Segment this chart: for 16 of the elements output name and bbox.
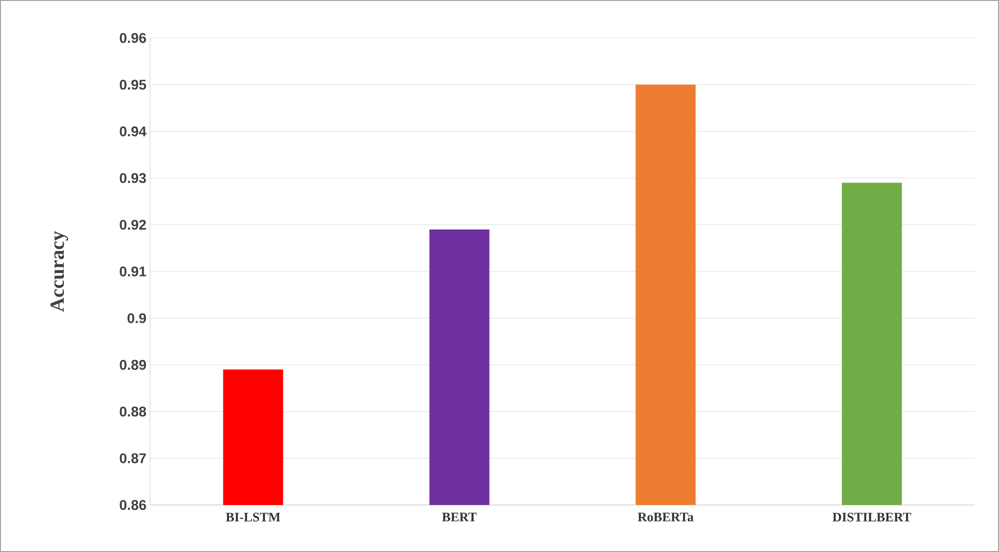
y-tick-label: 0.93 (120, 173, 146, 184)
y-tick-label: 0.95 (120, 80, 146, 90)
y-tick-label: 0.96 (120, 33, 146, 43)
y-axis-title: Accuracy (50, 231, 68, 312)
x-tick-label: DISTILBERT (832, 512, 912, 522)
x-tick-label: RoBERTa (638, 512, 694, 522)
x-tick-label: BERT (442, 512, 477, 522)
y-tick-label: 0.87 (120, 453, 146, 464)
y-tick-label: 0.86 (120, 500, 146, 510)
y-tick-label: 0.89 (120, 360, 146, 370)
y-tick-label: 0.92 (120, 220, 146, 230)
y-tick-label: 0.91 (120, 266, 146, 276)
y-tick-label: 0.9 (128, 313, 146, 324)
y-tick-label: 0.94 (120, 126, 146, 136)
y-tick-label: 0.88 (120, 406, 146, 417)
x-tick-label: BI-LSTM (226, 512, 280, 522)
